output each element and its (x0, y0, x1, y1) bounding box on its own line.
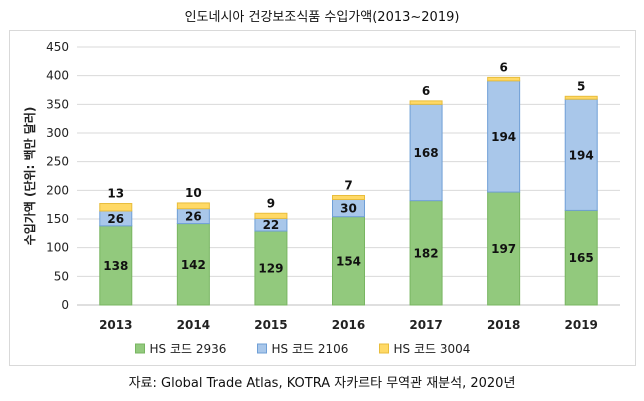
data-label: 22 (263, 218, 280, 232)
bar-segment (487, 76, 521, 82)
y-tick-label: 100 (46, 241, 69, 255)
bar-segment (176, 202, 210, 210)
x-tick-label: 2017 (409, 318, 442, 332)
data-label: 197 (491, 242, 516, 256)
bar-segment (332, 216, 365, 306)
bar-segment (409, 100, 443, 105)
x-tick-label: 2016 (332, 318, 365, 332)
y-tick-label: 50 (54, 269, 69, 283)
data-label: 10 (185, 186, 202, 200)
x-tick-label: 2018 (487, 318, 520, 332)
bar-segment (332, 194, 365, 201)
y-tick-label: 400 (46, 69, 69, 83)
bar-segment (409, 200, 443, 306)
y-axis-label: 수입가액 (단위: 백만 달러) (22, 107, 37, 246)
y-tick-label: 250 (46, 155, 69, 169)
data-label: 26 (107, 212, 124, 226)
legend-swatch (379, 343, 389, 354)
data-label: 168 (414, 146, 439, 160)
data-label: 194 (569, 148, 594, 162)
legend-label: HS 코드 2936 (150, 342, 227, 356)
y-tick-label: 200 (46, 183, 69, 197)
y-tick-label: 0 (61, 298, 69, 312)
y-tick-label: 150 (46, 212, 69, 226)
x-tick-label: 2013 (99, 318, 132, 332)
x-tick-label: 2015 (254, 318, 287, 332)
x-tick-label: 2019 (565, 318, 598, 332)
source-note: 자료: Global Trade Atlas, KOTRA 자카르타 무역관 재… (128, 376, 516, 391)
legend-swatch (257, 343, 267, 354)
data-label: 5 (577, 79, 585, 93)
y-tick-label: 300 (46, 126, 69, 140)
data-label: 13 (107, 187, 124, 201)
chart-area: 0 50 100 150 200 250 300 350 400 450 수입가액 (단위: 백만 … (9, 30, 636, 366)
data-label: 26 (185, 210, 202, 224)
bar-segment (99, 203, 133, 212)
data-label: 182 (414, 246, 439, 260)
chart-title: 인도네시아 건강보조식품 수입가액(2013~2019) (184, 10, 460, 25)
data-label: 6 (499, 60, 507, 74)
data-label: 138 (103, 259, 128, 273)
data-label: 165 (569, 251, 594, 265)
legend-swatch (135, 343, 145, 354)
data-label: 7 (344, 178, 352, 192)
data-label: 154 (336, 254, 361, 268)
y-tick-label: 350 (46, 97, 69, 111)
legend-label: HS 코드 3004 (394, 342, 471, 356)
data-label: 6 (422, 84, 430, 98)
data-label: 30 (340, 202, 357, 216)
bar-segment (564, 209, 598, 306)
bar-segment (409, 103, 443, 202)
legend-label: HS 코드 2106 (272, 342, 349, 356)
bar-segment (254, 212, 288, 219)
x-tick-label: 2014 (177, 318, 210, 332)
data-label: 129 (258, 262, 283, 276)
data-label: 194 (491, 130, 516, 144)
data-label: 9 (267, 196, 275, 210)
bar-segment (254, 230, 288, 306)
bar-segment (487, 191, 521, 306)
bar-segment (176, 223, 210, 306)
y-tick-label: 450 (46, 40, 69, 54)
stacked-bar-chart: 0 50 100 150 200 250 300 350 400 450 수입가액 (단위: 백만 … (22, 40, 620, 356)
bar-segment (564, 95, 598, 100)
data-label: 142 (181, 258, 206, 272)
